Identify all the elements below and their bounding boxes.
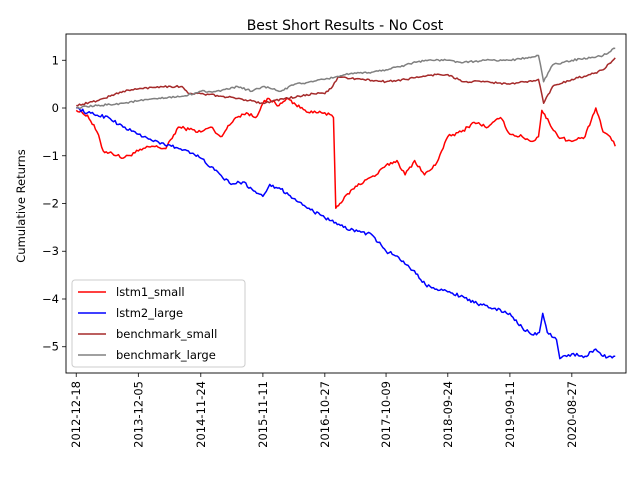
legend-label-lstm1_small: lstm1_small (116, 285, 185, 299)
legend-label-benchmark_large: benchmark_large (116, 348, 216, 362)
x-tick-label: 2013-12-05 (131, 381, 145, 448)
legend-label-lstm2_large: lstm2_large (116, 306, 183, 320)
y-tick-label: −4 (42, 292, 59, 306)
x-tick-label: 2018-09-24 (441, 381, 455, 448)
y-tick-label: 0 (52, 101, 59, 115)
series-line-lstm2_large (76, 106, 616, 360)
x-tick-label: 2016-10-27 (318, 381, 332, 448)
series-line-lstm1_small (75, 97, 616, 210)
legend-box (71, 279, 246, 368)
x-tick-label: 2017-10-09 (379, 381, 393, 448)
x-tick-label: 2020-08-27 (565, 381, 579, 448)
y-tick-label: −3 (42, 244, 59, 258)
series-line-benchmark_small (76, 57, 616, 107)
chart-title: Best Short Results - No Cost (247, 18, 444, 34)
x-tick-label: 2014-11-24 (194, 381, 208, 448)
y-axis-label: Cumulative Returns (14, 149, 28, 262)
legend: lstm1_small lstm2_large benchmark_smallben… (71, 279, 246, 368)
y-tick-label: −1 (42, 149, 59, 163)
legend-label-benchmark_small: benchmark_small (116, 327, 217, 341)
x-tick-label: 2015-11-11 (256, 381, 270, 448)
y-axis-ticks: −5 −4 −3 −2 −1 0 1 (42, 53, 66, 354)
y-tick-label: −2 (42, 197, 59, 211)
x-axis-ticks: 2012-12-18 2013-12-05 2014-11-24 2015-11-11… (69, 373, 579, 448)
series-line-benchmark_large (75, 47, 616, 110)
x-tick-label: 2012-12-18 (69, 381, 83, 448)
y-tick-label: −5 (42, 340, 59, 354)
x-tick-label: 2019-09-11 (503, 381, 517, 448)
plot-frame (65, 33, 627, 374)
series-layer (75, 47, 616, 360)
y-tick-label: 1 (52, 53, 59, 67)
